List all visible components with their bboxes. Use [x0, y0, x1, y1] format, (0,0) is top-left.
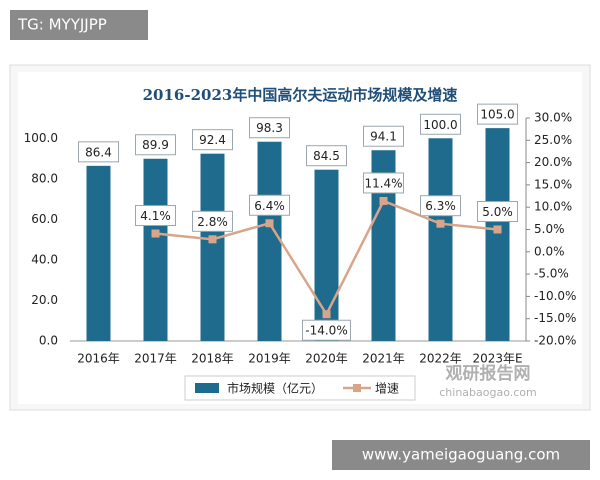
y-tick-label: 20.0: [31, 293, 58, 307]
value-label-box: [363, 125, 404, 147]
y2-tick-label: -5.0%: [534, 267, 569, 281]
bottom-label: www.yameigaoguang.com: [362, 446, 560, 464]
value-label-box: [420, 113, 461, 135]
line-marker: [208, 235, 217, 244]
value-label-box: [135, 205, 176, 227]
y2-tick-label: -10.0%: [534, 289, 576, 303]
value-label-box: [477, 103, 518, 125]
line-marker: [493, 225, 502, 234]
x-tick-label: 2020年: [305, 352, 348, 366]
legend-box: [184, 375, 416, 401]
x-tick-label: 2016年: [77, 352, 120, 366]
legend-label: 市场规模（亿元）: [227, 381, 323, 396]
x-tick-label: 2023年E: [472, 352, 522, 366]
value-label: -14.0%: [305, 324, 347, 338]
y2-tick-label: -20.0%: [534, 334, 576, 348]
value-label: 6.4%: [254, 199, 285, 213]
y2-tick-label: -15.0%: [534, 311, 576, 325]
y-tick-label: 60.0: [31, 212, 58, 226]
y2-tick-label: 5.0%: [534, 222, 565, 236]
top-label-box: [10, 10, 148, 40]
line-marker: [151, 229, 160, 238]
value-label-box: [302, 319, 351, 341]
watermark-url: chinabaogao.com: [439, 386, 537, 399]
value-label: 2.8%: [197, 215, 228, 229]
y-tick-label: 100.0: [24, 131, 58, 145]
value-label: 94.1: [370, 130, 397, 144]
value-label: 86.4: [85, 145, 112, 159]
bar: [428, 138, 453, 341]
x-tick-label: 2018年: [191, 352, 234, 366]
y-tick-label: 0.0: [39, 334, 58, 348]
bar: [257, 141, 282, 341]
value-label-box: [363, 172, 404, 194]
value-label: 84.5: [313, 149, 340, 163]
chart-title: 2016-2023年中国高尔夫运动市场规模及增速: [143, 86, 458, 104]
line-marker: [265, 219, 274, 228]
value-label: 11.4%: [364, 176, 402, 190]
value-label: 6.3%: [425, 199, 456, 213]
x-tick-label: 2019年: [248, 352, 291, 366]
value-label: 105.0: [480, 108, 514, 122]
value-label-box: [306, 145, 347, 167]
legend-swatch-marker: [353, 384, 361, 392]
value-label-box: [135, 134, 176, 156]
y2-tick-label: 20.0%: [534, 155, 572, 169]
y2-tick-label: 15.0%: [534, 177, 572, 191]
bar: [485, 128, 510, 341]
value-label-box: [249, 194, 290, 216]
value-label: 92.4: [199, 133, 226, 147]
value-label-box: [420, 195, 461, 217]
legend-swatch: [195, 383, 219, 393]
watermark-name: 观研报告网: [445, 363, 531, 384]
bar: [143, 158, 168, 341]
value-label: 89.9: [142, 138, 169, 152]
bar: [86, 165, 111, 341]
y2-tick-label: 30.0%: [534, 111, 572, 125]
y2-tick-label: 0.0%: [534, 244, 565, 258]
value-label-box: [78, 141, 119, 163]
value-label-box: [192, 129, 233, 151]
value-label-box: [192, 210, 233, 232]
value-label: 98.3: [256, 121, 283, 135]
line-marker: [436, 219, 445, 228]
bar: [200, 153, 225, 341]
line-marker: [379, 196, 388, 205]
value-label-box: [249, 117, 290, 139]
legend-label: 增速: [375, 382, 399, 396]
bottom-label-box: [332, 440, 590, 470]
x-tick-label: 2022年: [419, 352, 462, 366]
value-label-box: [477, 201, 518, 222]
top-label: TG: MYYJJPP: [17, 16, 107, 34]
value-label: 4.1%: [140, 209, 171, 223]
y-tick-label: 40.0: [31, 252, 58, 266]
line-marker: [322, 310, 331, 319]
value-label: 100.0: [423, 118, 457, 132]
x-tick-label: 2017年: [134, 352, 177, 366]
y2-tick-label: 25.0%: [534, 133, 572, 147]
x-tick-label: 2021年: [362, 352, 405, 366]
value-label: 5.0%: [482, 205, 513, 219]
y-tick-label: 80.0: [31, 171, 58, 185]
y2-tick-label: 10.0%: [534, 200, 572, 214]
